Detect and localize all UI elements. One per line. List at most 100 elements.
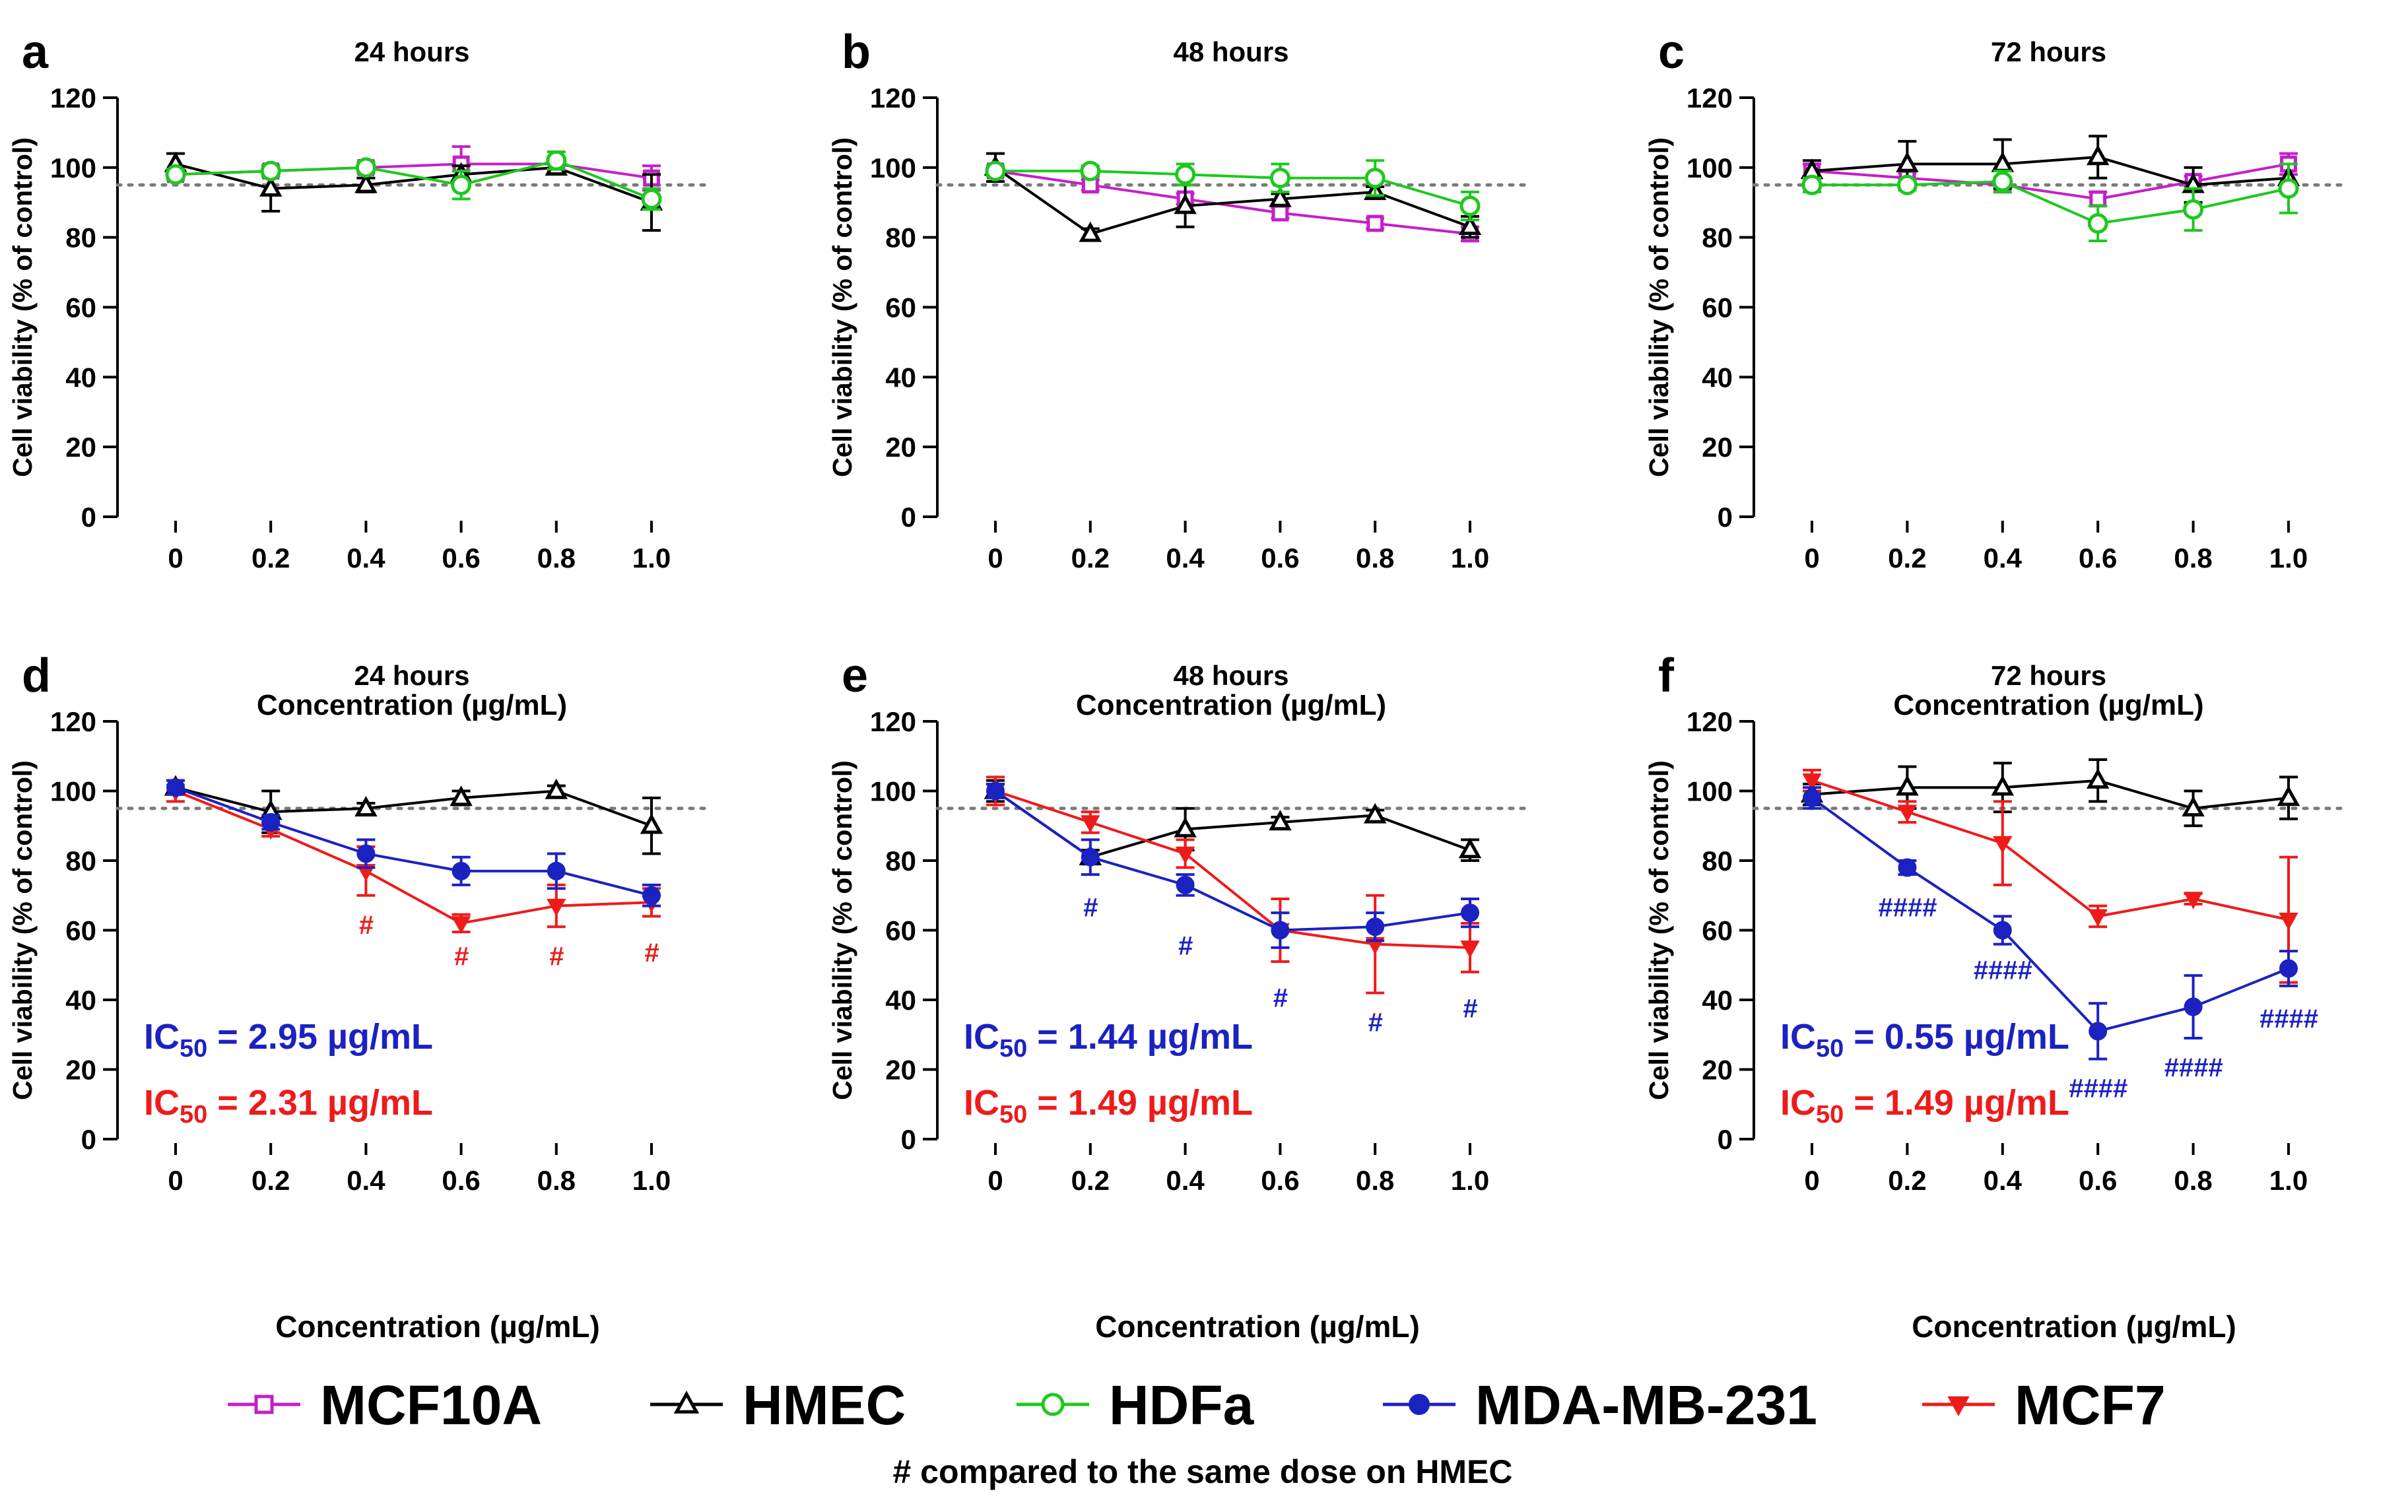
x-tick-label: 0.6 <box>2079 542 2117 574</box>
data-point-hdfa <box>1175 164 1196 185</box>
legend-label-mda-mb-231: MDA-MB-231 <box>1475 1374 1817 1436</box>
y-tick-label: 120 <box>50 706 96 737</box>
data-point-mda-mb-231 <box>452 861 471 880</box>
x-tick-label: 0.2 <box>1888 542 1926 574</box>
data-point-mcf7 <box>547 898 566 917</box>
data-point-hdfa <box>1992 171 2013 192</box>
y-tick-label: 20 <box>1702 1055 1733 1086</box>
significance-mark: # <box>549 942 564 971</box>
x-tick-label: 0.8 <box>1356 1165 1394 1196</box>
panel-title-c: 72 hours <box>1991 36 2106 67</box>
data-point-hdfa <box>1080 160 1101 181</box>
y-tick-label: 20 <box>1702 432 1733 463</box>
y-tick-label: 120 <box>870 82 916 114</box>
legend-marker-hdfa <box>1041 1393 1065 1416</box>
significance-mark: #### <box>2164 1053 2223 1082</box>
x-tick-label: 0.4 <box>1166 1165 1205 1196</box>
series-hmec <box>1800 758 2300 828</box>
series-mcf7 <box>1802 768 2298 984</box>
legend-note: # compared to the same dose on HMEC <box>892 1453 1512 1490</box>
data-point-hdfa <box>355 157 376 178</box>
legend-marker-mcf7 <box>1947 1396 1970 1416</box>
x-tick-label: 0.2 <box>1888 1165 1926 1196</box>
data-point-mda-mb-231 <box>642 886 661 905</box>
y-tick-label: 0 <box>81 1124 96 1155</box>
x-tick-label: 0.4 <box>347 1165 385 1196</box>
x-tick-label: 0.8 <box>537 1165 576 1196</box>
legend-label-hmec: HMEC <box>743 1374 906 1436</box>
panel-a: a 24 hours 0 20 40 60 80 100 120 Cell viability (… <box>7 26 708 574</box>
panel-title-e: 48 hours <box>1173 660 1288 691</box>
series-hdfa <box>165 150 662 211</box>
data-point-mcf7 <box>2183 892 2203 909</box>
legend-entry-mda-mb-231: MDA-MB-231 <box>1383 1374 1817 1436</box>
series-line-mcf10a <box>995 170 1471 236</box>
ic50-label-mda-mb-231: IC50 = 0.55 µg/mL <box>1780 1017 2069 1063</box>
panel-xlabel-e: Concentration (µg/mL) <box>1076 689 1386 721</box>
panel-title-a: 24 hours <box>354 36 469 67</box>
panel-letter-f: f <box>1658 649 1675 702</box>
panel-letter-d: d <box>22 649 51 702</box>
significance-mark: # <box>358 911 374 940</box>
data-point-mcf10a <box>1366 214 1384 232</box>
x-tick-label: 0 <box>1804 542 1819 574</box>
x-tick-label: 0.4 <box>1984 542 2023 574</box>
y-axis-label: Cell viability (% of control) <box>827 137 857 477</box>
xlabel-bottom-col2: Concentration (µg/mL) <box>1095 1309 1420 1344</box>
y-tick-label: 0 <box>1718 502 1733 533</box>
series-line-mda-mb-231 <box>175 786 652 897</box>
significance-mark: # <box>1083 893 1098 922</box>
data-point-hmec <box>450 785 473 806</box>
y-tick-label: 80 <box>65 845 96 876</box>
data-point-hmec <box>1458 214 1482 236</box>
data-point-hmec <box>2086 768 2110 789</box>
legend-label-hdfa: HDFa <box>1109 1374 1255 1436</box>
y-tick-label: 0 <box>901 1124 916 1155</box>
y-tick-label: 120 <box>50 82 96 114</box>
data-point-mcf7 <box>1897 805 1918 822</box>
y-tick-label: 20 <box>885 432 916 463</box>
data-point-hmec <box>1269 186 1292 207</box>
panel-letter-c: c <box>1658 26 1685 79</box>
significance-mark: # <box>453 942 469 971</box>
data-point-hmec <box>545 778 568 799</box>
series-line-hmec <box>994 166 1471 236</box>
data-point-mcf7 <box>1802 773 1822 791</box>
data-point-hmec <box>2182 796 2205 817</box>
ic50-label-mda-mb-231: IC50 = 2.95 µg/mL <box>144 1017 433 1063</box>
data-point-mcf7 <box>451 916 471 934</box>
data-point-hdfa <box>1269 168 1290 189</box>
y-tick-label: 60 <box>65 915 96 946</box>
significance-mark: #### <box>1973 956 2032 985</box>
data-point-mcf7 <box>1081 815 1100 833</box>
data-point-hdfa <box>1801 174 1823 195</box>
data-point-hdfa <box>2087 213 2108 234</box>
ic50-label-mcf7: IC50 = 2.31 µg/mL <box>144 1083 433 1129</box>
y-tick-label: 0 <box>81 502 96 533</box>
x-tick-label: 0.4 <box>347 542 385 574</box>
panel-letter-b: b <box>842 26 871 79</box>
y-tick-label: 60 <box>885 915 916 946</box>
y-tick-label: 60 <box>1702 292 1733 323</box>
y-tick-label: 100 <box>50 152 96 183</box>
data-point-hmec <box>1991 775 2015 796</box>
data-point-hdfa <box>451 174 472 195</box>
x-tick-label: 1.0 <box>1451 1165 1489 1196</box>
panel-letter-a: a <box>22 26 49 79</box>
data-point-hmec <box>1174 816 1197 838</box>
x-tick-label: 0.6 <box>1261 542 1299 574</box>
y-tick-label: 40 <box>65 362 96 393</box>
y-tick-label: 80 <box>885 222 916 253</box>
y-tick-label: 40 <box>1702 985 1733 1016</box>
y-tick-label: 40 <box>885 985 916 1016</box>
ic50-label-mcf7: IC50 = 1.49 µg/mL <box>964 1083 1253 1129</box>
x-tick-label: 1.0 <box>1451 542 1489 574</box>
y-tick-label: 80 <box>1702 845 1733 876</box>
series-line-hmec <box>1811 155 2289 187</box>
panel-title-f: 72 hours <box>1991 660 2106 691</box>
data-point-hmec <box>1079 221 1102 242</box>
data-point-hdfa <box>2278 178 2299 199</box>
data-point-hdfa <box>546 150 567 171</box>
y-axis-label: Cell viability (% of control) <box>827 760 857 1100</box>
x-tick-label: 0 <box>987 542 1003 574</box>
